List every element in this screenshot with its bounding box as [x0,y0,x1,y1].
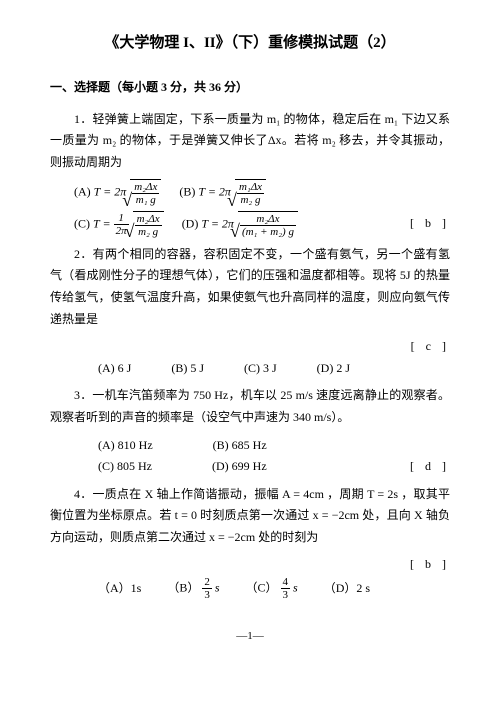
den: m₂ g [135,226,162,238]
q3-row2: (C) 805 Hz (D) 699 Hz [ d ] [98,456,450,478]
d: 3 [281,589,291,601]
q4-a: （A）1s [98,578,141,600]
n: 2 [202,576,212,589]
den: (m₁ + m₂) g [240,226,296,238]
num: m₂Δx [135,213,162,226]
lhs: T = [93,216,111,230]
label: （B） [167,580,199,594]
radical-icon: √ [122,191,132,209]
num: m₁Δx [237,181,264,194]
vinc: m₂Δx m₂ g [133,211,164,238]
q1-row1: (A) T = 2π √ m₂Δx m₁ g (B) T = 2π √ [74,179,450,206]
q2-ans-row: [ c ] [50,336,450,358]
num: m₂Δx [132,181,159,194]
q4-ans-row: [ b ] [50,554,450,576]
den: m₁ g [132,194,159,206]
sqrt-icon: √ m₂Δx m₂ g [133,211,164,238]
radical-icon: √ [230,222,240,240]
q4-answer: [ b ] [410,554,450,576]
frac: 2 3 [202,576,212,601]
q1-b: (B) T = 2π √ m₁Δx m₂ g [179,179,266,206]
q1-d: (D) T = 2π √ m₂Δx (m₁ + m₂) g [182,211,298,238]
sqrt-icon: √ m₁Δx m₂ g [235,179,266,206]
q2-opts: (A) 6 J (B) 5 J (C) 3 J (D) 2 J [98,358,450,380]
q4-stem: 4．一质点在 X 轴上作简谐振动，振幅 A = 4cm ，周期 T = 2s ，… [50,484,450,549]
section-head: 一、选择题（每小题 3 分，共 36 分） [50,77,450,99]
q4-d: （D）2 s [324,578,370,600]
label: (B) [179,185,195,199]
vinc: m₁Δx m₂ g [235,179,266,206]
frac: m₂Δx m₂ g [135,213,162,238]
label: (C) [74,216,90,230]
q3-answer: [ d ] [410,456,450,478]
q2-b: (B) 5 J [171,358,204,380]
radical-icon: √ [227,191,237,209]
d: 3 [202,589,212,601]
q3-b: (B) 685 Hz [213,435,267,457]
sqrt-icon: √ m₂Δx m₁ g [130,179,161,206]
radical-icon: √ [125,222,135,240]
q2-stem: 2．有两个相同的容器，容积固定不变，一个盛有氨气，另一个盛有氢气（看成刚性分子的… [50,244,450,330]
label: （C） [246,580,278,594]
q4-opts: （A）1s （B） 2 3 s （C） 4 3 s （D）2 s [98,576,450,601]
suf: s [293,580,298,594]
page-number: —1— [50,627,450,647]
n: 4 [281,576,291,589]
label: (A) [74,185,91,199]
q1-answer: [ b ] [410,213,450,235]
q3-d: (D) 699 Hz [212,456,267,478]
q1-c: (C) T = 1 2π √ m₂Δx m₂ g [74,211,164,238]
q3-a: (A) 810 Hz [98,435,153,457]
q2-answer: [ c ] [411,336,450,358]
q2-c: (C) 3 J [244,358,277,380]
q2-a: (A) 6 J [98,358,131,380]
title: 《大学物理 I、II》（下）重修模拟试题（2） [50,30,450,57]
den: m₂ g [237,194,264,206]
q1-row2: (C) T = 1 2π √ m₂Δx m₂ g (D) [74,211,450,238]
sqrt-icon: √ m₂Δx (m₁ + m₂) g [238,211,298,238]
q3-row1: (A) 810 Hz (B) 685 Hz [98,435,450,457]
q1-stem: 1．轻弹簧上端固定，下系一质量为 m₁ 的物体，稳定后在 m₁ 下边又系一质量为… [50,109,450,174]
q3-c: (C) 805 Hz [98,456,152,478]
frac: m₁Δx m₂ g [237,181,264,206]
frac: 4 3 [281,576,291,601]
q1-a: (A) T = 2π √ m₂Δx m₁ g [74,179,161,206]
q3-opts: (A) 810 Hz (B) 685 Hz (C) 805 Hz (D) 699… [98,435,450,478]
q1-opts: (A) T = 2π √ m₂Δx m₁ g (B) T = 2π √ [74,179,450,237]
vinc: m₂Δx (m₁ + m₂) g [238,211,298,238]
frac: m₂Δx (m₁ + m₂) g [240,213,296,238]
q3-stem: 3．一机车汽笛频率为 750 Hz，机车以 25 m/s 速度远离静止的观察者。… [50,385,450,428]
q2-d: (D) 2 J [317,358,350,380]
frac: m₂Δx m₁ g [132,181,159,206]
vinc: m₂Δx m₁ g [130,179,161,206]
suf: s [215,580,220,594]
q4-c: （C） 4 3 s [246,576,298,601]
num: m₂Δx [240,213,296,226]
page: 《大学物理 I、II》（下）重修模拟试题（2） 一、选择题（每小题 3 分，共 … [0,0,500,657]
label: (D) [182,216,199,230]
q4-b: （B） 2 3 s [167,576,219,601]
